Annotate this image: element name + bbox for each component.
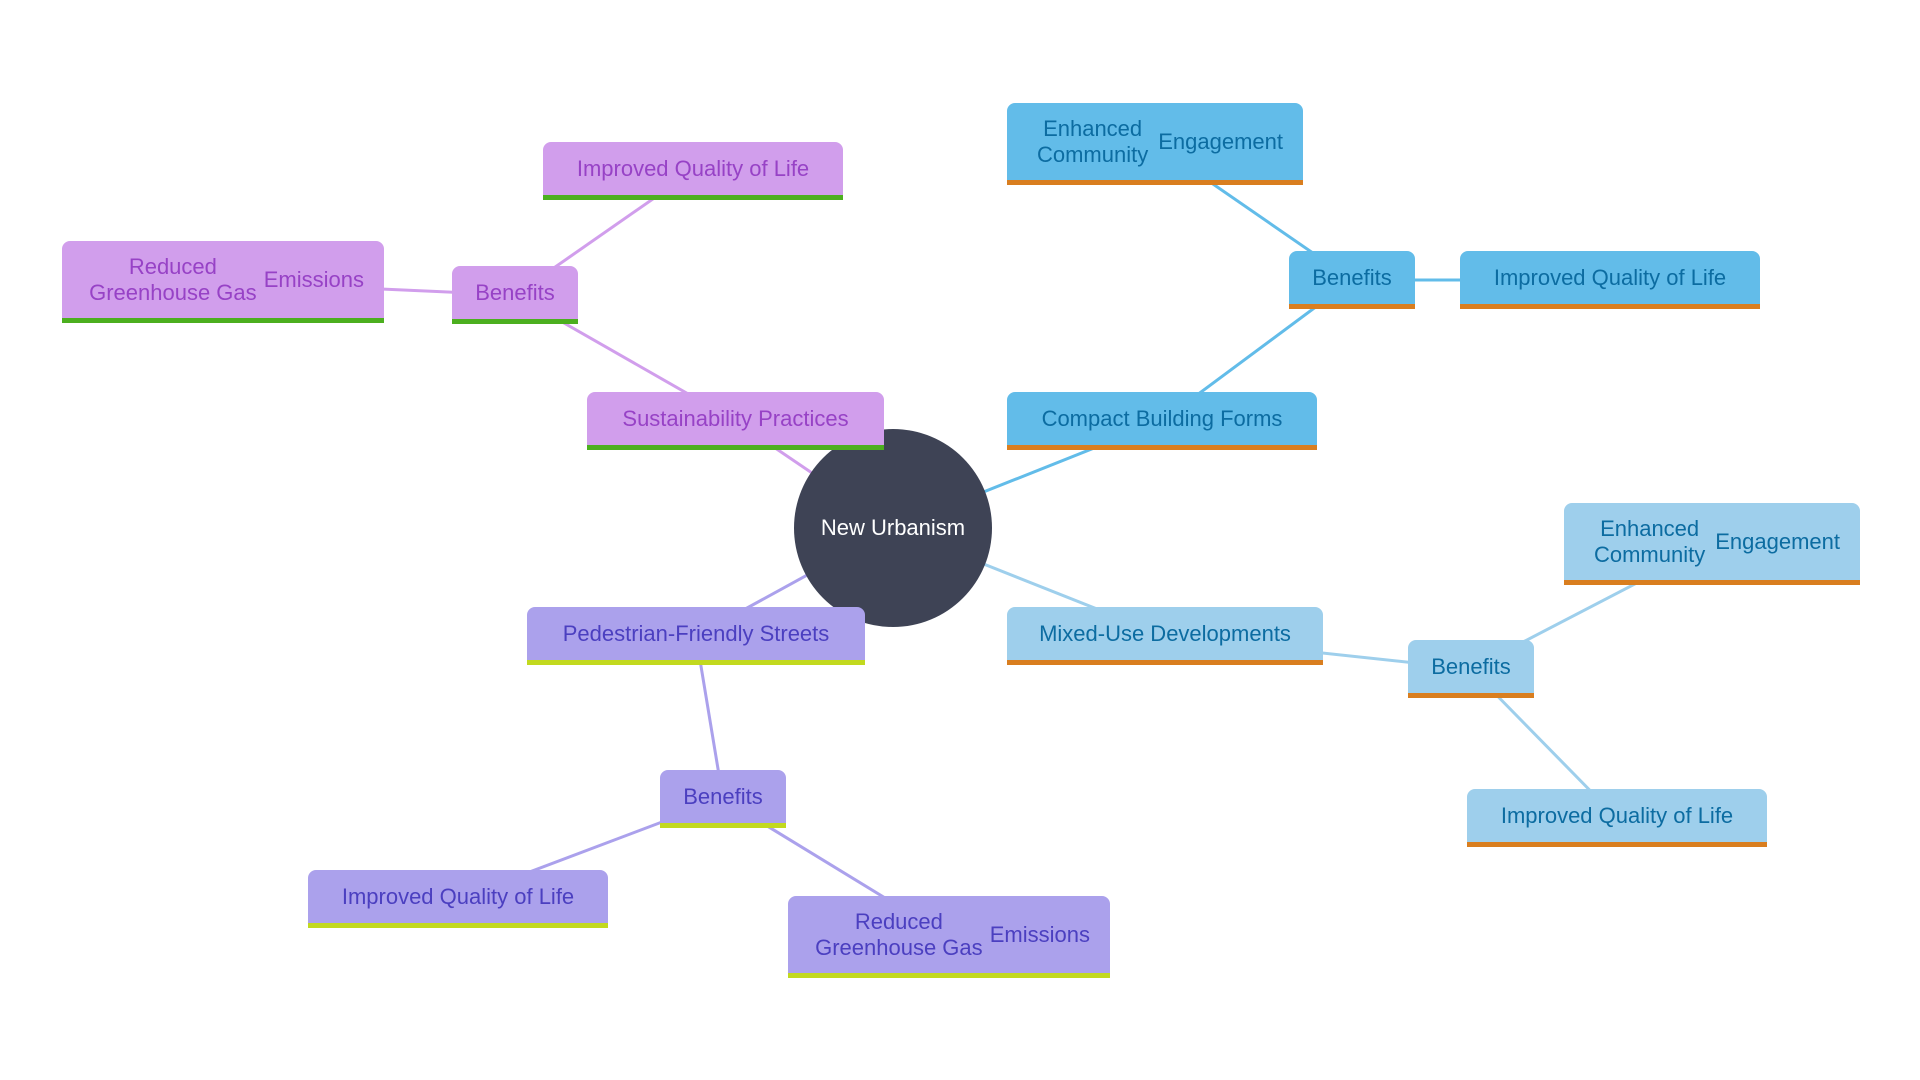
node-ped-benefits: Benefits <box>660 770 786 828</box>
node-mixed: Mixed-Use Developments <box>1007 607 1323 665</box>
center-node: New Urbanism <box>794 429 992 627</box>
node-compact-benefits: Benefits <box>1289 251 1415 309</box>
node-sustain-qol: Improved Quality of Life <box>543 142 843 200</box>
node-mixed-benefits: Benefits <box>1408 640 1534 698</box>
node-sustain-benefits: Benefits <box>452 266 578 324</box>
node-sustain-ghg: Reduced Greenhouse GasEmissions <box>62 241 384 323</box>
node-pedestrian: Pedestrian-Friendly Streets <box>527 607 865 665</box>
node-ped-qol: Improved Quality of Life <box>308 870 608 928</box>
node-mixed-qol: Improved Quality of Life <box>1467 789 1767 847</box>
node-compact: Compact Building Forms <box>1007 392 1317 450</box>
node-compact-engage: Enhanced CommunityEngagement <box>1007 103 1303 185</box>
node-ped-ghg: Reduced Greenhouse GasEmissions <box>788 896 1110 978</box>
node-compact-qol: Improved Quality of Life <box>1460 251 1760 309</box>
node-sustain: Sustainability Practices <box>587 392 884 450</box>
node-mixed-engage: Enhanced CommunityEngagement <box>1564 503 1860 585</box>
